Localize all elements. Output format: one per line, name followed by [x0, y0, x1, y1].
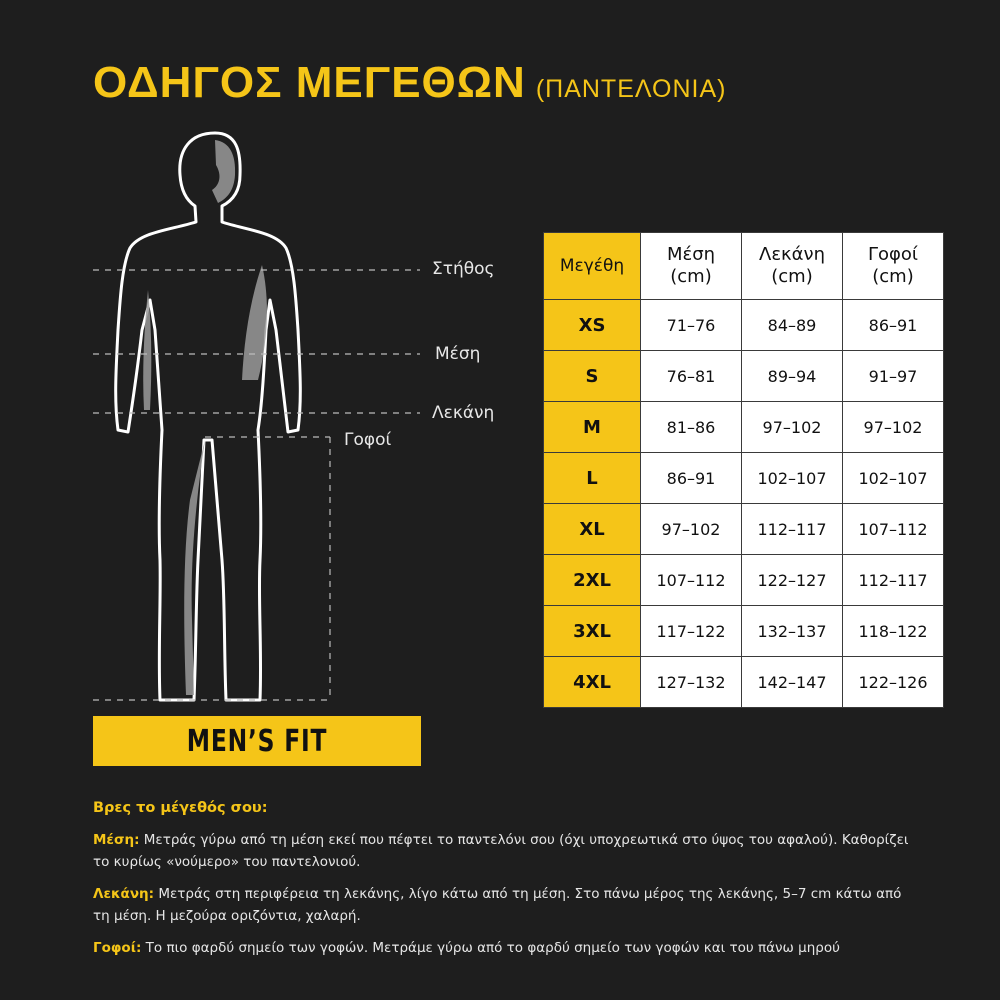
- table-row: 2XL 107–112 122–127 112–117: [543, 554, 944, 606]
- body-silhouette: [114, 131, 302, 702]
- table-row: S 76–81 89–94 91–97: [543, 350, 944, 402]
- note-text: Μετράς γύρω από τη μέση εκεί που πέφτει …: [93, 832, 909, 870]
- cell-hips: 91–97: [842, 350, 944, 402]
- cell-pelvis: 142–147: [741, 656, 843, 708]
- instructions: Βρες το μέγεθός σου: Μέση: Μετράς γύρω α…: [93, 797, 913, 969]
- table-row: L 86–91 102–107 102–107: [543, 452, 944, 504]
- title-subtitle: (ΠΑΝΤΕΛΟΝΙΑ): [535, 75, 727, 103]
- cell-pelvis: 84–89: [741, 299, 843, 351]
- cell-waist: 97–102: [640, 503, 742, 555]
- header-label: Γοφοί: [867, 244, 919, 265]
- header-unit: (cm): [771, 266, 813, 287]
- header-pelvis: Λεκάνη (cm): [741, 232, 843, 300]
- cell-pelvis: 132–137: [741, 605, 843, 657]
- note-key: Λεκάνη:: [93, 886, 155, 902]
- header-waist: Μέση (cm): [640, 232, 742, 300]
- cell-waist: 86–91: [640, 452, 742, 504]
- title-main: ΟΔΗΓΟΣ ΜΕΓΕΘΩΝ: [93, 58, 526, 107]
- page-title: ΟΔΗΓΟΣ ΜΕΓΕΘΩΝ (ΠΑΝΤΕΛΟΝΙΑ): [93, 58, 727, 108]
- header-label: Λεκάνη: [759, 244, 825, 265]
- cell-waist: 81–86: [640, 401, 742, 453]
- cell-hips: 112–117: [842, 554, 944, 606]
- cell-pelvis: 97–102: [741, 401, 843, 453]
- instructions-heading: Βρες το μέγεθός σου:: [93, 800, 268, 816]
- label-waist: Μέση: [435, 344, 481, 364]
- table-row: 4XL 127–132 142–147 122–126: [543, 656, 944, 708]
- cell-hips: 118–122: [842, 605, 944, 657]
- cell-size: 4XL: [543, 656, 641, 708]
- cell-hips: 107–112: [842, 503, 944, 555]
- cell-pelvis: 102–107: [741, 452, 843, 504]
- header-size: Μεγέθη: [543, 232, 641, 300]
- banner-text: MEN’S FIT: [186, 724, 328, 759]
- label-hips: Γοφοί: [344, 430, 392, 450]
- cell-waist: 107–112: [640, 554, 742, 606]
- cell-waist: 127–132: [640, 656, 742, 708]
- note-waist: Μέση: Μετράς γύρω από τη μέση εκεί που π…: [93, 829, 913, 873]
- size-table: Μεγέθη Μέση (cm) Λεκάνη (cm) Γοφοί (cm) XS 7…: [543, 232, 944, 708]
- cell-size: XL: [543, 503, 641, 555]
- cell-size: 3XL: [543, 605, 641, 657]
- cell-waist: 117–122: [640, 605, 742, 657]
- note-hips: Γοφοί: Το πιο φαρδύ σημείο των γοφών. Με…: [93, 937, 913, 959]
- header-hips: Γοφοί (cm): [842, 232, 944, 300]
- measurement-lines: [93, 269, 420, 701]
- cell-size: S: [543, 350, 641, 402]
- note-pelvis: Λεκάνη: Μετράς στη περιφέρεια τη λεκάνης…: [93, 883, 913, 927]
- cell-size: 2XL: [543, 554, 641, 606]
- body-figure: [93, 131, 420, 702]
- cell-waist: 71–76: [640, 299, 742, 351]
- mens-fit-banner: MEN’S FIT: [93, 716, 421, 766]
- header-label: Μεγέθη: [559, 256, 625, 276]
- cell-pelvis: 122–127: [741, 554, 843, 606]
- cell-size: L: [543, 452, 641, 504]
- cell-hips: 102–107: [842, 452, 944, 504]
- table-row: 3XL 117–122 132–137 118–122: [543, 605, 944, 657]
- table-header-row: Μεγέθη Μέση (cm) Λεκάνη (cm) Γοφοί (cm): [543, 232, 944, 300]
- header-unit: (cm): [670, 266, 712, 287]
- cell-pelvis: 112–117: [741, 503, 843, 555]
- cell-size: XS: [543, 299, 641, 351]
- label-chest: Στήθος: [432, 259, 495, 279]
- label-pelvis: Λεκάνη: [432, 403, 495, 423]
- table-row: XL 97–102 112–117 107–112: [543, 503, 944, 555]
- cell-size: M: [543, 401, 641, 453]
- note-text: Μετράς στη περιφέρεια τη λεκάνης, λίγο κ…: [93, 886, 902, 924]
- table-row: XS 71–76 84–89 86–91: [543, 299, 944, 351]
- cell-hips: 122–126: [842, 656, 944, 708]
- note-text: Το πιο φαρδύ σημείο των γοφών. Μετράμε γ…: [141, 940, 840, 956]
- cell-hips: 97–102: [842, 401, 944, 453]
- header-unit: (cm): [872, 266, 914, 287]
- cell-pelvis: 89–94: [741, 350, 843, 402]
- header-label: Μέση: [666, 244, 716, 265]
- cell-hips: 86–91: [842, 299, 944, 351]
- cell-waist: 76–81: [640, 350, 742, 402]
- table-row: M 81–86 97–102 97–102: [543, 401, 944, 453]
- note-key: Μέση:: [93, 832, 140, 848]
- body-shading: [143, 140, 267, 695]
- note-key: Γοφοί:: [93, 940, 142, 956]
